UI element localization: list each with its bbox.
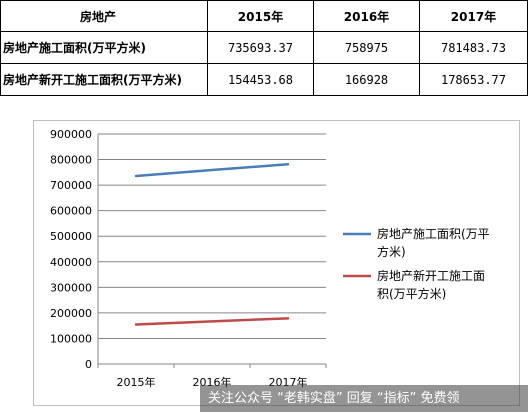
watermark-banner: 关注公众号 “老韩实盘” 回复 “指标” 免费领 bbox=[200, 385, 528, 412]
value-cell: 154453.68 bbox=[207, 63, 314, 96]
row-label: 房地产施工面积(万平方米) bbox=[0, 31, 208, 64]
header-cell-2016: 2016年 bbox=[313, 0, 420, 32]
series-line-1 bbox=[134, 163, 290, 178]
legend-label-1: 方米) bbox=[377, 244, 406, 259]
value-cell: 781483.73 bbox=[419, 31, 528, 64]
y-tick-label: 500000 bbox=[50, 230, 92, 243]
y-tick-label: 400000 bbox=[50, 256, 92, 269]
series-line-2 bbox=[134, 317, 290, 326]
line-chart: 0 100000 200000 300000 400000 500000 600000 700… bbox=[50, 128, 490, 389]
y-tick-label: 900000 bbox=[50, 128, 92, 141]
legend-label-2: 房地产新开工施工面 bbox=[377, 268, 485, 283]
y-tick-label: 600000 bbox=[50, 205, 92, 218]
chart-area[interactable]: 0 100000 200000 300000 400000 500000 600000 700… bbox=[33, 120, 520, 406]
row-label: 房地产新开工施工面积(万平方米) bbox=[0, 63, 208, 96]
data-table: 房地产 2015年 2016年 2017年 房地产施工面积(万平方米) 7356… bbox=[0, 0, 528, 96]
value-cell: 735693.37 bbox=[207, 31, 314, 64]
x-tick-label: 2015年 bbox=[117, 375, 156, 389]
y-tick-label: 0 bbox=[85, 358, 92, 371]
y-tick-label: 300000 bbox=[50, 281, 92, 294]
header-cell-2015: 2015年 bbox=[207, 0, 314, 32]
legend-label-1: 房地产施工面积(万平 bbox=[377, 226, 490, 241]
table-row: 房地产新开工施工面积(万平方米) 154453.68 166928 178653… bbox=[0, 63, 528, 96]
header-cell-category: 房地产 bbox=[0, 0, 208, 32]
table-header-row: 房地产 2015年 2016年 2017年 bbox=[0, 0, 528, 32]
value-cell: 758975 bbox=[313, 31, 420, 64]
table-row: 房地产施工面积(万平方米) 735693.37 758975 781483.73 bbox=[0, 31, 528, 64]
y-tick-label: 800000 bbox=[50, 154, 92, 167]
value-cell: 178653.77 bbox=[419, 63, 528, 96]
header-cell-2017: 2017年 bbox=[419, 0, 528, 32]
value-cell: 166928 bbox=[313, 63, 420, 96]
y-tick-label: 700000 bbox=[50, 179, 92, 192]
legend-label-2: 积(万平方米) bbox=[377, 286, 446, 301]
y-tick-label: 200000 bbox=[50, 307, 92, 320]
y-tick-label: 100000 bbox=[50, 332, 92, 345]
